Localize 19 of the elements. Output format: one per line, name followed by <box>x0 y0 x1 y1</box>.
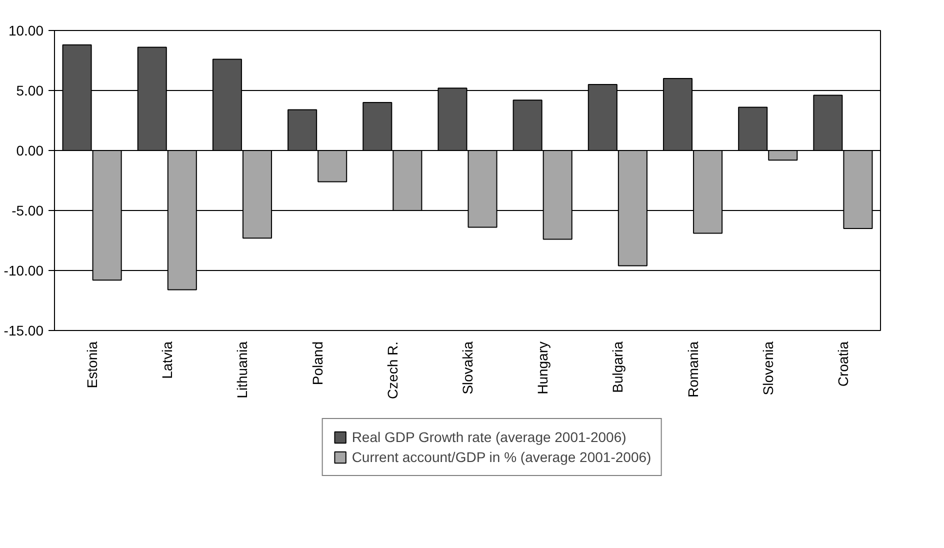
y-tick-label: 5.00 <box>16 82 44 98</box>
x-tick-label: Lithuania <box>234 341 250 398</box>
x-tick-label: Czech R. <box>384 341 400 400</box>
x-tick-label: Slovakia <box>460 341 476 394</box>
legend-label: Current account/GDP in % (average 2001-2006) <box>352 449 652 465</box>
y-tick-label: -15.00 <box>4 322 44 338</box>
x-tick-label: Slovenia <box>760 341 776 396</box>
x-tick-label: Croatia <box>834 341 851 387</box>
y-tick-label: -10.00 <box>4 262 44 278</box>
y-tick-label: 0.00 <box>16 142 44 158</box>
y-tick-label: -5.00 <box>12 202 44 218</box>
legend-label: Real GDP Growth rate (average 2001-2006) <box>352 429 626 445</box>
x-tick-label: Latvia <box>159 341 176 379</box>
x-tick-label: Hungary <box>534 341 551 394</box>
x-tick-label: Romania <box>684 341 701 398</box>
x-tick-label: Bulgaria <box>610 341 626 393</box>
x-tick-label: Poland <box>309 342 326 386</box>
x-tick-label: Estonia <box>84 341 100 388</box>
y-tick-label: 10.00 <box>8 22 44 38</box>
